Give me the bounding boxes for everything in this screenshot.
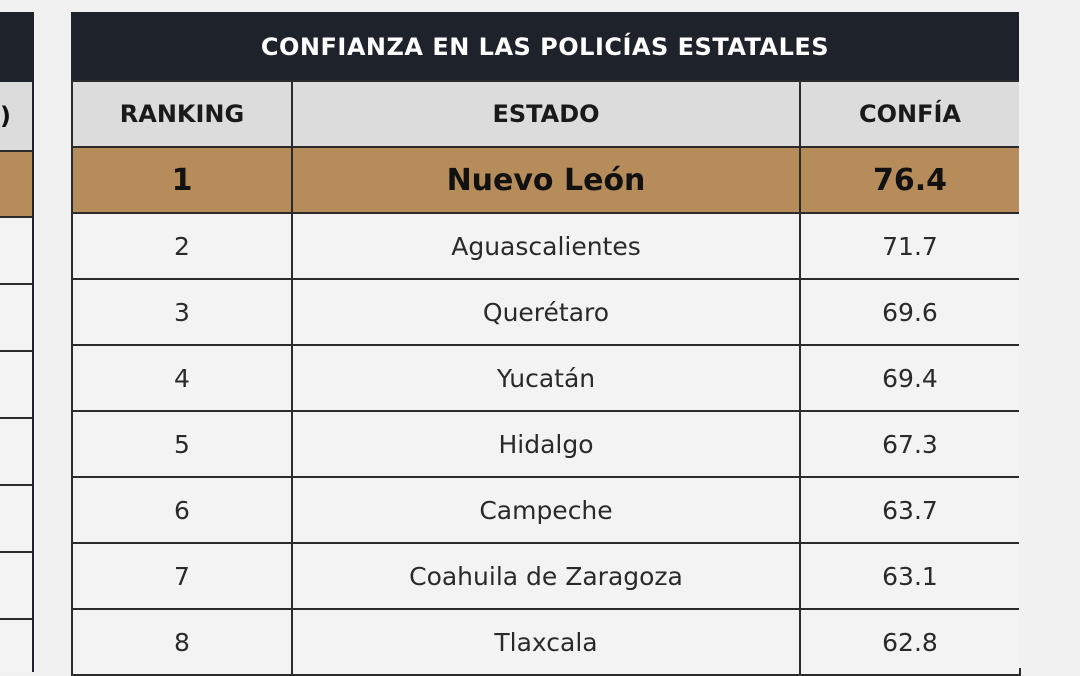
header-row: RANKING ESTADO CONFÍA — [71, 80, 1021, 148]
table-row: 7 Coahuila de Zaragoza 63.1 — [71, 542, 1021, 610]
confia-cell: 63.7 — [799, 476, 1021, 544]
ranking-cell: 8 — [71, 608, 293, 676]
estado-cell: Querétaro — [291, 278, 801, 346]
ranking-cell: 3 — [71, 278, 293, 346]
table-row: 8 Tlaxcala 62.8 — [71, 608, 1021, 676]
ranking-cell: 7 — [71, 542, 293, 610]
column-header-confia: CONFÍA — [799, 80, 1021, 148]
confia-cell: 67.3 — [799, 410, 1021, 478]
estado-cell: Coahuila de Zaragoza — [291, 542, 801, 610]
ranking-cell: 1 — [71, 146, 293, 214]
confia-cell: 76.4 — [799, 146, 1021, 214]
confia-cell: 62.8 — [799, 608, 1021, 676]
divider — [0, 216, 32, 218]
confia-cell: 71.7 — [799, 212, 1021, 280]
ranking-cell: 5 — [71, 410, 293, 478]
divider — [0, 283, 32, 285]
page-margin — [1019, 0, 1080, 668]
divider — [0, 618, 32, 620]
adjacent-table-highlight-row — [0, 150, 32, 216]
table-row: 6 Campeche 63.7 — [71, 476, 1021, 544]
table-row: 1 Nuevo León 76.4 — [71, 146, 1021, 214]
estado-cell: Hidalgo — [291, 410, 801, 478]
column-header-ranking: RANKING — [71, 80, 293, 148]
table-row: 5 Hidalgo 67.3 — [71, 410, 1021, 478]
estado-cell: Yucatán — [291, 344, 801, 412]
table-row: 3 Querétaro 69.6 — [71, 278, 1021, 346]
adjacent-table-header — [0, 82, 32, 150]
ranking-cell: 2 — [71, 212, 293, 280]
ranking-cell: 4 — [71, 344, 293, 412]
confia-cell: 69.4 — [799, 344, 1021, 412]
estado-cell: Tlaxcala — [291, 608, 801, 676]
table-title: CONFIANZA EN LAS POLICÍAS ESTATALES — [260, 33, 830, 61]
ranking-table: RANKING ESTADO CONFÍA 1 Nuevo León 76.4 … — [71, 80, 1021, 676]
adjacent-table-header-glyph: ) — [0, 102, 11, 130]
adjacent-table-body — [0, 217, 32, 672]
estado-cell: Campeche — [291, 476, 801, 544]
divider — [0, 551, 32, 553]
divider — [0, 350, 32, 352]
confia-cell: 63.1 — [799, 542, 1021, 610]
estado-cell: Aguascalientes — [291, 212, 801, 280]
table-row: 2 Aguascalientes 71.7 — [71, 212, 1021, 280]
estado-cell: Nuevo León — [291, 146, 801, 214]
divider — [0, 484, 32, 486]
divider — [0, 150, 32, 152]
ranking-table-card: CONFIANZA EN LAS POLICÍAS ESTATALES RANK… — [71, 12, 1021, 676]
ranking-cell: 6 — [71, 476, 293, 544]
adjacent-table-fragment: ) — [0, 12, 34, 672]
column-header-estado: ESTADO — [291, 80, 801, 148]
table-row: 4 Yucatán 69.4 — [71, 344, 1021, 412]
divider — [0, 417, 32, 419]
confia-cell: 69.6 — [799, 278, 1021, 346]
